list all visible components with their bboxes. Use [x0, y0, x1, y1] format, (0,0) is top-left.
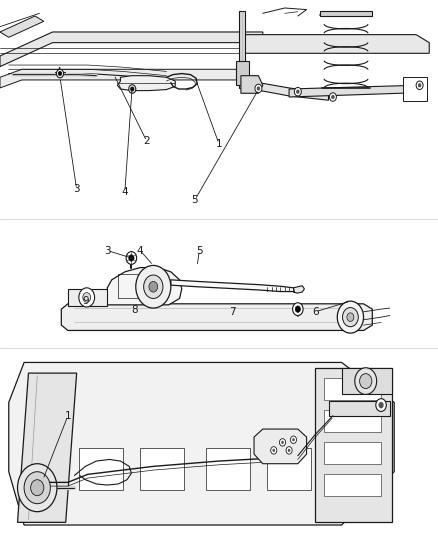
Polygon shape	[0, 16, 44, 37]
Circle shape	[31, 480, 44, 496]
Polygon shape	[324, 378, 381, 400]
Circle shape	[416, 81, 423, 90]
Circle shape	[272, 449, 275, 452]
Text: 3: 3	[73, 184, 80, 194]
Circle shape	[294, 87, 301, 96]
Text: 9: 9	[82, 296, 89, 306]
Polygon shape	[18, 373, 77, 522]
Polygon shape	[171, 280, 294, 292]
Polygon shape	[289, 85, 416, 97]
Polygon shape	[0, 69, 241, 88]
Circle shape	[271, 447, 277, 454]
Circle shape	[355, 368, 377, 394]
Circle shape	[129, 255, 134, 261]
Polygon shape	[320, 11, 372, 16]
Circle shape	[58, 71, 62, 76]
Polygon shape	[61, 304, 372, 330]
Text: 5: 5	[191, 195, 198, 205]
Polygon shape	[243, 80, 328, 100]
Polygon shape	[293, 286, 304, 293]
Text: 6: 6	[312, 307, 319, 317]
Text: 3: 3	[104, 246, 111, 255]
Text: 4: 4	[137, 246, 144, 255]
Circle shape	[83, 293, 91, 302]
Polygon shape	[0, 354, 438, 533]
Circle shape	[57, 69, 64, 78]
Circle shape	[290, 436, 297, 443]
Polygon shape	[0, 227, 438, 341]
Polygon shape	[315, 368, 392, 522]
Circle shape	[144, 275, 163, 298]
Text: 7: 7	[229, 307, 236, 317]
Polygon shape	[328, 401, 390, 416]
Circle shape	[286, 447, 292, 454]
Polygon shape	[239, 11, 245, 88]
Circle shape	[337, 301, 364, 333]
Circle shape	[376, 399, 386, 411]
Polygon shape	[236, 61, 249, 85]
Polygon shape	[324, 442, 381, 464]
Circle shape	[279, 439, 286, 446]
Polygon shape	[9, 362, 394, 525]
Polygon shape	[403, 77, 427, 101]
Circle shape	[329, 93, 336, 101]
Circle shape	[24, 472, 50, 504]
Polygon shape	[68, 289, 107, 306]
Polygon shape	[324, 474, 381, 496]
Polygon shape	[267, 448, 311, 490]
Circle shape	[129, 85, 136, 93]
Circle shape	[347, 313, 354, 321]
Polygon shape	[241, 76, 263, 93]
Polygon shape	[0, 0, 438, 213]
Circle shape	[296, 90, 300, 94]
Text: 5: 5	[196, 246, 203, 255]
Circle shape	[418, 83, 421, 87]
Polygon shape	[241, 35, 429, 53]
Circle shape	[343, 308, 358, 327]
Circle shape	[136, 265, 171, 308]
Circle shape	[79, 288, 95, 307]
Text: 8: 8	[131, 305, 138, 315]
Circle shape	[293, 303, 303, 316]
Circle shape	[18, 464, 57, 512]
Polygon shape	[206, 448, 250, 490]
Polygon shape	[140, 448, 184, 490]
Circle shape	[378, 402, 384, 408]
Polygon shape	[0, 32, 263, 67]
Circle shape	[292, 438, 295, 441]
Circle shape	[131, 87, 134, 91]
Polygon shape	[79, 448, 123, 490]
Circle shape	[149, 281, 158, 292]
Circle shape	[281, 441, 284, 444]
Polygon shape	[254, 429, 307, 464]
Circle shape	[295, 306, 300, 312]
Text: 1: 1	[64, 411, 71, 421]
Polygon shape	[324, 410, 381, 432]
Polygon shape	[107, 268, 182, 305]
Circle shape	[288, 449, 290, 452]
Circle shape	[331, 95, 335, 99]
Text: 2: 2	[143, 136, 150, 146]
Polygon shape	[117, 76, 175, 91]
Text: 4: 4	[121, 187, 128, 197]
Circle shape	[360, 374, 372, 389]
Circle shape	[255, 84, 262, 93]
Text: 1: 1	[215, 139, 223, 149]
Circle shape	[126, 252, 137, 264]
Circle shape	[257, 86, 260, 91]
Polygon shape	[342, 368, 392, 394]
